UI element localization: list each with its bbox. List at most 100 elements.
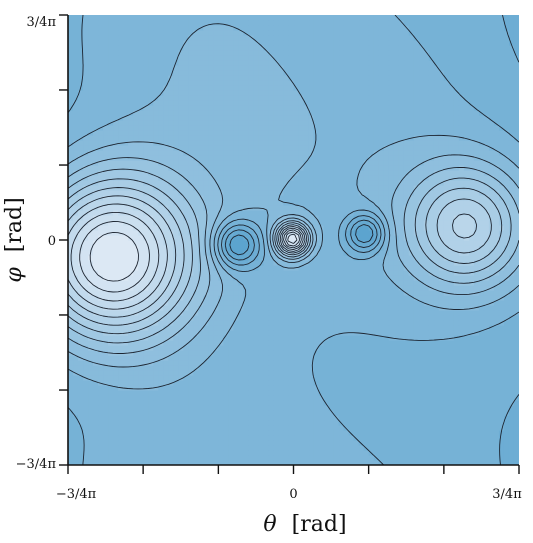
contour-cell: [378, 365, 385, 371]
contour-cell: [113, 395, 119, 401]
contour-cell: [83, 305, 89, 311]
contour-cell: [248, 335, 255, 341]
contour-cell: [83, 330, 89, 336]
contour-cell: [73, 310, 79, 316]
contour-cell: [68, 240, 74, 246]
contour-cell: [498, 300, 505, 306]
contour-cell: [68, 405, 74, 411]
contour-cell: [298, 370, 305, 376]
contour-cell: [463, 405, 470, 411]
contour-cell: [158, 430, 164, 436]
contour-cell: [408, 210, 415, 216]
contour-cell: [503, 420, 510, 426]
contour-cell: [433, 335, 440, 341]
contour-cell: [188, 250, 194, 256]
contour-cell: [98, 300, 104, 306]
contour-cell: [283, 310, 290, 316]
contour-cell: [218, 405, 224, 411]
contour-cell: [328, 410, 335, 416]
contour-cell: [228, 305, 234, 311]
contour-cell: [433, 315, 440, 321]
contour-cell: [398, 190, 405, 196]
contour-cell: [133, 360, 139, 366]
contour-cell: [488, 280, 495, 286]
contour-cell: [283, 350, 290, 356]
contour-cell: [223, 195, 229, 201]
contour-cell: [173, 265, 179, 271]
contour-cell: [188, 390, 194, 396]
contour-cell: [108, 455, 114, 461]
contour-cell: [338, 240, 345, 246]
contour-cell: [93, 400, 99, 406]
contour-cell: [173, 340, 179, 346]
contour-cell: [473, 425, 480, 431]
contour-cell: [363, 295, 370, 301]
contour-cell: [93, 430, 99, 436]
contour-cell: [193, 305, 199, 311]
contour-cell: [263, 205, 270, 211]
contour-cell: [453, 315, 460, 321]
contour-cell: [348, 410, 355, 416]
contour-cell: [233, 410, 239, 416]
contour-cell: [383, 195, 390, 201]
contour-cell: [93, 335, 99, 341]
contour-cell: [213, 405, 219, 411]
contour-cell: [98, 320, 104, 326]
contour-cell: [428, 325, 435, 331]
contour-cell: [258, 220, 265, 226]
contour-cell: [498, 245, 505, 251]
contour-cell: [293, 375, 300, 381]
contour-cell: [108, 325, 114, 331]
contour-cell: [208, 235, 214, 241]
contour-cell: [403, 405, 410, 411]
contour-cell: [328, 365, 335, 371]
contour-cell: [188, 450, 194, 456]
contour-cell: [123, 200, 129, 206]
contour-cell: [173, 415, 179, 421]
contour-cell: [363, 315, 370, 321]
contour-cell: [288, 350, 295, 356]
contour-cell: [243, 235, 249, 241]
contour-cell: [263, 220, 270, 226]
contour-cell: [293, 290, 300, 296]
contour-cell: [253, 400, 260, 406]
contour-cell: [263, 265, 270, 271]
contour-cell: [88, 230, 94, 236]
contour-cell: [473, 355, 480, 361]
contour-cell: [488, 335, 495, 341]
contour-cell: [223, 375, 229, 381]
contour-cell: [368, 255, 375, 261]
contour-cell: [178, 350, 184, 356]
contour-cell: [323, 235, 330, 241]
contour-cell: [193, 330, 199, 336]
contour-cell: [213, 215, 219, 221]
contour-cell: [333, 225, 340, 231]
contour-cell: [138, 220, 144, 226]
contour-cell: [153, 425, 159, 431]
contour-cell: [283, 450, 290, 456]
contour-cell: [223, 230, 229, 236]
contour-cell: [168, 420, 174, 426]
contour-cell: [293, 360, 300, 366]
contour-cell: [268, 325, 275, 331]
contour-cell: [368, 335, 375, 341]
contour-cell: [223, 435, 229, 441]
contour-cell: [318, 190, 325, 196]
contour-cell: [153, 255, 159, 261]
contour-cell: [198, 350, 204, 356]
contour-cell: [178, 250, 184, 256]
contour-cell: [213, 185, 219, 191]
contour-cell: [308, 330, 315, 336]
contour-cell: [273, 400, 280, 406]
contour-cell: [478, 290, 485, 296]
contour-cell: [338, 275, 345, 281]
contour-cell: [323, 420, 330, 426]
contour-cell: [353, 325, 360, 331]
contour-cell: [443, 370, 450, 376]
contour-cell: [243, 410, 249, 416]
contour-cell: [513, 315, 519, 321]
contour-cell: [238, 240, 244, 246]
contour-cell: [188, 255, 194, 261]
contour-cell: [193, 225, 199, 231]
contour-cell: [68, 385, 74, 391]
